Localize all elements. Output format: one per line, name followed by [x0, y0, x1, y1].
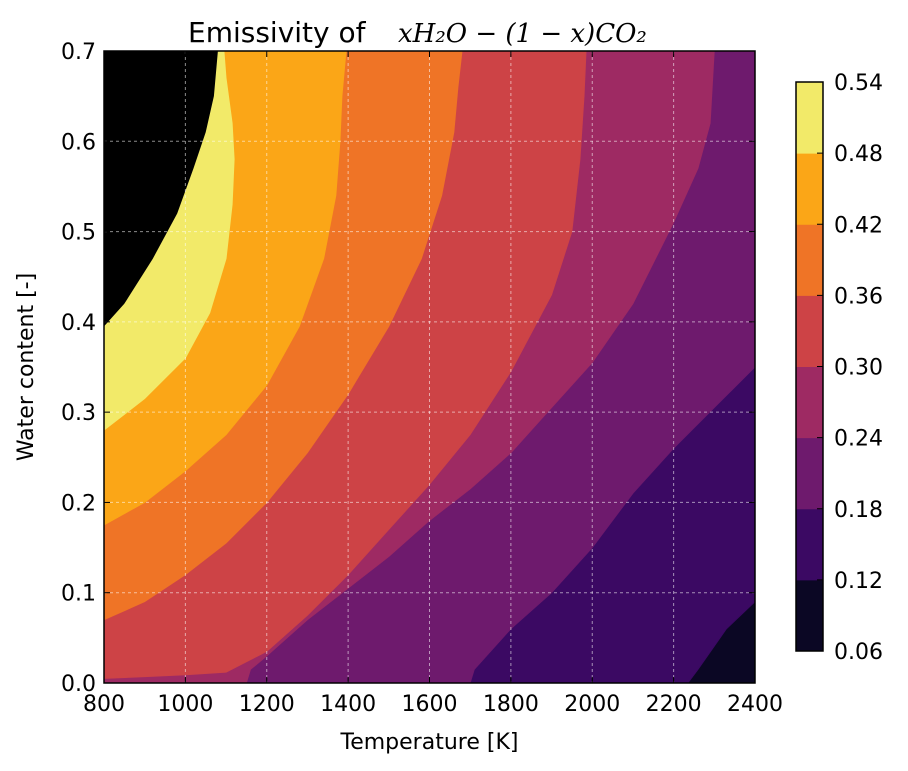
x-tick-label: 2200 — [646, 692, 702, 717]
colorbar-segment — [796, 579, 823, 652]
x-tick-label: 1200 — [239, 692, 295, 717]
x-tick-label: 1600 — [402, 692, 458, 717]
colorbar-segment — [796, 366, 823, 439]
colorbar-tick-label: 0.48 — [834, 142, 883, 167]
colorbar-tick-label: 0.42 — [834, 213, 883, 238]
grid-lines — [104, 51, 755, 683]
colorbar: 0.06 0.12 0.18 0.24 0.30 0.36 0.42 0.48 0.54 — [795, 71, 883, 665]
y-tick-label: 0.0 — [61, 672, 96, 697]
colorbar-segment — [796, 437, 823, 510]
y-tick-label: 0.2 — [61, 491, 96, 516]
colorbar-tick-label: 0.30 — [834, 356, 883, 381]
x-tick-label: 2000 — [564, 692, 620, 717]
colorbar-tick-label: 0.18 — [834, 498, 883, 523]
y-tick-label: 0.5 — [61, 221, 96, 246]
x-tick-label: 1400 — [320, 692, 376, 717]
chart-title: Emissivity of xH₂O − (1 − x)CO₂ — [188, 16, 647, 49]
x-tick-label: 2400 — [727, 692, 783, 717]
colorbar-tick-label: 0.24 — [834, 427, 883, 452]
x-tick-label: 1000 — [157, 692, 213, 717]
colorbar-segment — [796, 224, 823, 296]
x-tick-label: 800 — [83, 692, 125, 717]
contour-region-8 — [104, 51, 755, 683]
y-tick-label: 0.1 — [61, 582, 96, 607]
y-tick-label: 0.7 — [61, 40, 96, 65]
colorbar-tick-label: 0.06 — [834, 640, 883, 665]
plot-area — [103, 50, 756, 684]
chart-title-text: Emissivity of — [188, 16, 367, 49]
colorbar-tick-label: 0.12 — [834, 569, 883, 594]
colorbar-segment — [796, 82, 823, 154]
y-tick-label: 0.3 — [61, 401, 96, 426]
x-tick-label: 1800 — [483, 692, 539, 717]
colorbar-tick-label: 0.54 — [834, 71, 883, 96]
chart-title-formula: xH₂O − (1 − x)CO₂ — [398, 19, 647, 49]
colorbar-segment — [796, 153, 823, 225]
x-axis-ticks: 800 1000 1200 1400 1600 1800 2000 2200 2400 — [83, 51, 783, 717]
colorbar-segment — [796, 508, 823, 581]
colorbar-tick-label: 0.36 — [834, 284, 883, 309]
x-axis-label: Temperature [K] — [340, 730, 519, 755]
y-tick-label: 0.6 — [61, 130, 96, 155]
colorbar-segment — [796, 295, 823, 367]
y-axis-ticks: 0.0 0.1 0.2 0.3 0.4 0.5 0.6 0.7 — [61, 40, 755, 697]
y-axis-label: Water content [-] — [14, 273, 39, 461]
y-tick-label: 0.4 — [61, 311, 96, 336]
